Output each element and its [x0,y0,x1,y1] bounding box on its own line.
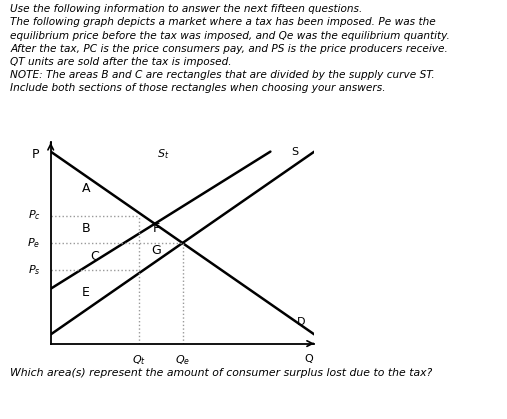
Text: F: F [153,222,160,235]
Text: $P_c$: $P_c$ [27,209,41,222]
Text: $P_s$: $P_s$ [28,264,41,277]
Text: $Q_e$: $Q_e$ [175,354,190,367]
Text: P: P [31,148,39,161]
Text: E: E [82,286,90,299]
Text: $Q_t$: $Q_t$ [131,354,146,367]
Text: B: B [82,222,90,235]
Text: Which area(s) represent the amount of consumer surplus lost due to the tax?: Which area(s) represent the amount of co… [10,368,432,378]
Text: $P_e$: $P_e$ [27,236,41,250]
Text: Use the following information to answer the next fifteen questions.
The followin: Use the following information to answer … [10,4,450,93]
Text: C: C [90,250,99,263]
Text: A: A [82,182,90,195]
Text: D: D [297,317,305,327]
Text: S: S [292,147,299,158]
Text: Q: Q [305,354,313,364]
Text: $S_t$: $S_t$ [157,147,170,161]
Text: G: G [151,244,161,257]
